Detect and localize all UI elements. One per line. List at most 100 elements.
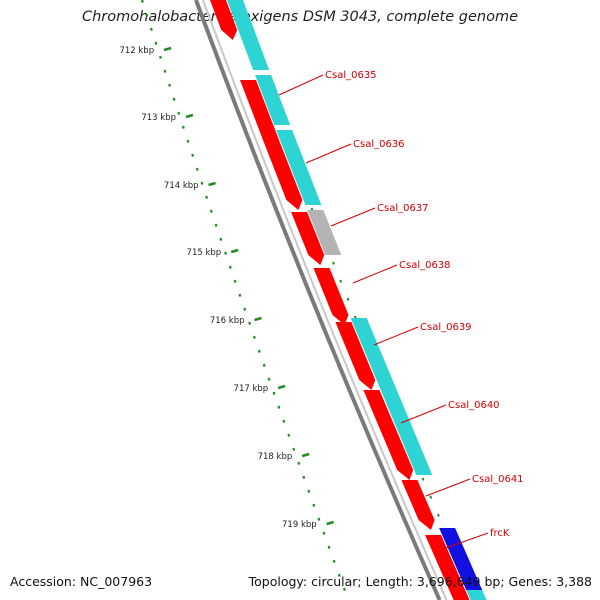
guide-dot xyxy=(312,503,316,507)
genome-summary-text: Topology: circular; Length: 3,696,649 bp… xyxy=(248,574,592,589)
cds-arrow xyxy=(313,268,349,325)
guide-dot xyxy=(248,321,252,325)
scale-tick-label: 719 kbp xyxy=(282,520,317,530)
gene-leader-line xyxy=(400,404,447,424)
cds-arrow xyxy=(240,80,279,150)
scale-tick-label: 713 kbp xyxy=(141,113,176,123)
scale-tick xyxy=(163,46,172,52)
guide-dot xyxy=(209,209,213,213)
guide-dot xyxy=(272,391,276,395)
guide-dot xyxy=(191,153,195,157)
guide-dot xyxy=(168,83,172,87)
cog-block xyxy=(439,528,483,590)
gene-label: Csal_0635 xyxy=(325,70,377,81)
gene-label: frcK xyxy=(490,528,510,539)
guide-dot xyxy=(149,27,153,31)
guide-dot xyxy=(267,377,271,381)
scale-tick-label: 716 kbp xyxy=(210,316,245,326)
scale-tick xyxy=(301,452,310,458)
cog-block xyxy=(350,318,433,475)
gene-label: Csal_0636 xyxy=(353,139,405,150)
guide-dot xyxy=(307,489,311,493)
guide-dot xyxy=(172,97,176,101)
gene-label: Csal_0640 xyxy=(448,400,500,411)
guide-dot-outer xyxy=(339,279,343,283)
guide-dot xyxy=(238,293,242,297)
cds-track xyxy=(210,0,470,600)
scale-tick-label: 714 kbp xyxy=(164,181,199,191)
cds-arrow xyxy=(262,138,303,210)
scale-tick xyxy=(185,113,194,119)
guide-dot xyxy=(233,279,237,283)
guide-dot xyxy=(262,363,266,367)
guide-dot xyxy=(297,461,301,465)
guide-dot xyxy=(140,0,144,3)
gene-leader-line xyxy=(373,326,419,346)
guide-dot xyxy=(228,265,232,269)
map-title: Chromohalobacter salexigens DSM 3043, co… xyxy=(81,9,518,25)
guide-dot xyxy=(195,167,199,171)
cds-arrow xyxy=(425,535,470,600)
guide-dot-outer xyxy=(437,513,440,517)
cds-arrow xyxy=(401,480,435,530)
guide-dot xyxy=(337,573,341,577)
guide-dot xyxy=(181,125,185,129)
gene-leader-line xyxy=(305,143,352,164)
guide-dot xyxy=(292,447,296,451)
scale-tick-label: 717 kbp xyxy=(234,384,269,394)
scale-tick-label: 712 kbp xyxy=(119,46,154,56)
guide-dot-outer xyxy=(429,495,433,499)
guide-dot xyxy=(332,559,336,563)
gene-leader-line xyxy=(330,207,376,227)
guide-dot xyxy=(219,237,223,241)
guide-dot-outer xyxy=(346,297,350,301)
guide-dot xyxy=(224,251,228,255)
guide-dot xyxy=(252,335,256,339)
guide-dot xyxy=(177,111,181,115)
guide-dot xyxy=(342,587,346,591)
cog-block xyxy=(307,210,342,255)
guide-dot xyxy=(257,349,261,353)
guide-dot xyxy=(277,405,281,409)
backbone-line-inner xyxy=(202,0,448,600)
gene-label: Csal_0638 xyxy=(399,260,451,271)
gene-label: Csal_0637 xyxy=(377,203,429,214)
cog-track xyxy=(227,0,487,600)
gene-labels: Csal_0635 Csal_0636 Csal_0637 Csal_0638 Csal… xyxy=(278,70,524,550)
cds-arrow xyxy=(363,390,414,480)
guide-dot xyxy=(186,139,190,143)
guide-dot-outer xyxy=(421,477,425,481)
gene-leader-line xyxy=(425,478,471,497)
scale-tick xyxy=(254,316,262,322)
scale-tick xyxy=(230,248,239,254)
guide-dot xyxy=(302,475,306,479)
backbone-line xyxy=(194,0,442,600)
cog-block xyxy=(466,590,487,600)
guide-dot-outer xyxy=(332,261,335,265)
guide-dot xyxy=(327,545,331,549)
guide-dot xyxy=(158,55,162,59)
gene-label: Csal_0639 xyxy=(420,322,472,333)
scale-ticks: 712 kbp 713 kbp 714 kbp 715 kbp 716 kbp 717 k… xyxy=(119,46,335,530)
scale-tick xyxy=(277,384,286,390)
guide-dot xyxy=(163,69,167,73)
guide-dot xyxy=(205,195,209,199)
cds-arrow xyxy=(291,212,325,265)
genome-backbone xyxy=(194,0,448,600)
scale-tick xyxy=(208,181,216,187)
cds-arrow xyxy=(335,322,376,390)
gene-leader-line xyxy=(352,264,398,284)
gene-label: Csal_0641 xyxy=(472,474,524,485)
cog-block xyxy=(276,130,322,205)
guide-dot xyxy=(287,433,291,437)
cds-arrow xyxy=(210,0,238,40)
guide-dot xyxy=(282,419,286,423)
guide-dot xyxy=(145,13,149,17)
guide-dot xyxy=(214,223,218,227)
cog-block xyxy=(255,75,291,125)
guide-dot xyxy=(317,517,321,521)
gene-leader-line xyxy=(442,532,489,550)
guide-dot xyxy=(322,531,326,535)
scale-tick-label: 715 kbp xyxy=(187,248,222,258)
